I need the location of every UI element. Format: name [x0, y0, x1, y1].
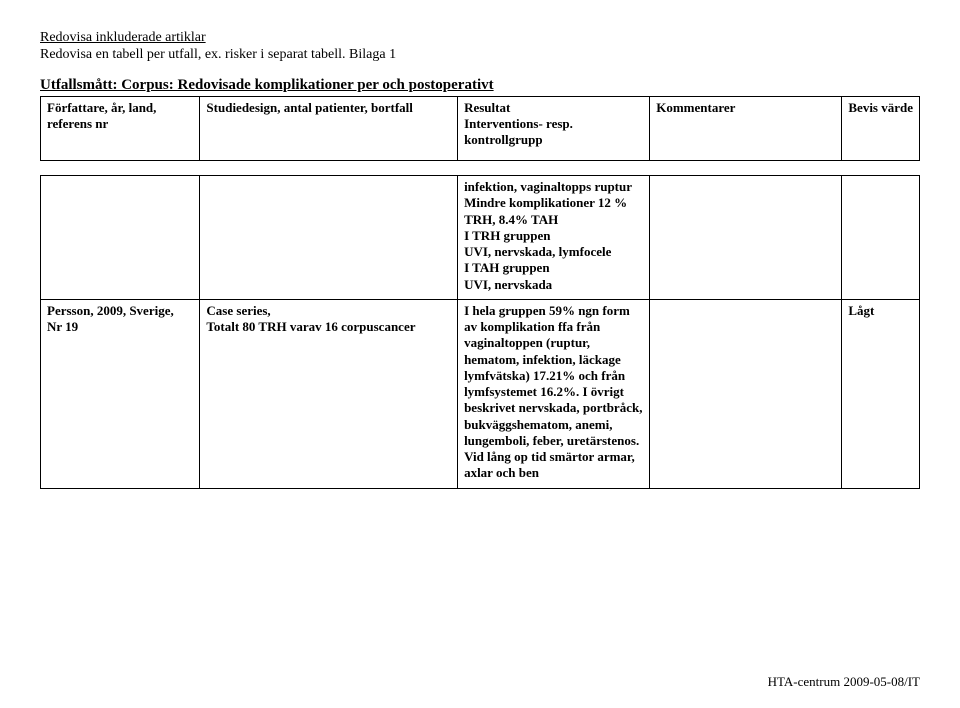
cell-result: I hela gruppen 59% ngn form av komplikat… [458, 299, 650, 488]
cell-author [41, 176, 200, 300]
column-header-table: Författare, år, land, referens nr Studie… [40, 96, 920, 161]
table-row: infektion, vaginaltopps rupturMindre kom… [41, 176, 920, 300]
col-header-design: Studiedesign, antal patienter, bortfall [200, 97, 458, 161]
table-gap [40, 161, 920, 175]
cell-result: infektion, vaginaltopps rupturMindre kom… [458, 176, 650, 300]
doc-title: Redovisa inkluderade artiklar [40, 30, 920, 46]
col-header-comments: Kommentarer [650, 97, 842, 161]
doc-subtitle: Redovisa en tabell per utfall, ex. riske… [40, 47, 920, 63]
cell-comments [650, 176, 842, 300]
cell-author: Persson, 2009, Sverige,Nr 19 [41, 299, 200, 488]
col-header-author: Författare, år, land, referens nr [41, 97, 200, 161]
section-title: Utfallsmått: Corpus: Redovisade komplika… [40, 77, 920, 94]
col-header-evidence: Bevis värde [842, 97, 920, 161]
table-row: Persson, 2009, Sverige,Nr 19 Case series… [41, 299, 920, 488]
table-header-row: Författare, år, land, referens nr Studie… [41, 97, 920, 161]
col-header-result: ResultatInterventions- resp. kontrollgru… [458, 97, 650, 161]
cell-evidence: Lågt [842, 299, 920, 488]
data-table: infektion, vaginaltopps rupturMindre kom… [40, 175, 920, 489]
footer-text: HTA-centrum 2009-05-08/IT [768, 674, 920, 690]
cell-design: Case series,Totalt 80 TRH varav 16 corpu… [200, 299, 458, 488]
cell-comments [650, 299, 842, 488]
cell-design [200, 176, 458, 300]
cell-evidence [842, 176, 920, 300]
